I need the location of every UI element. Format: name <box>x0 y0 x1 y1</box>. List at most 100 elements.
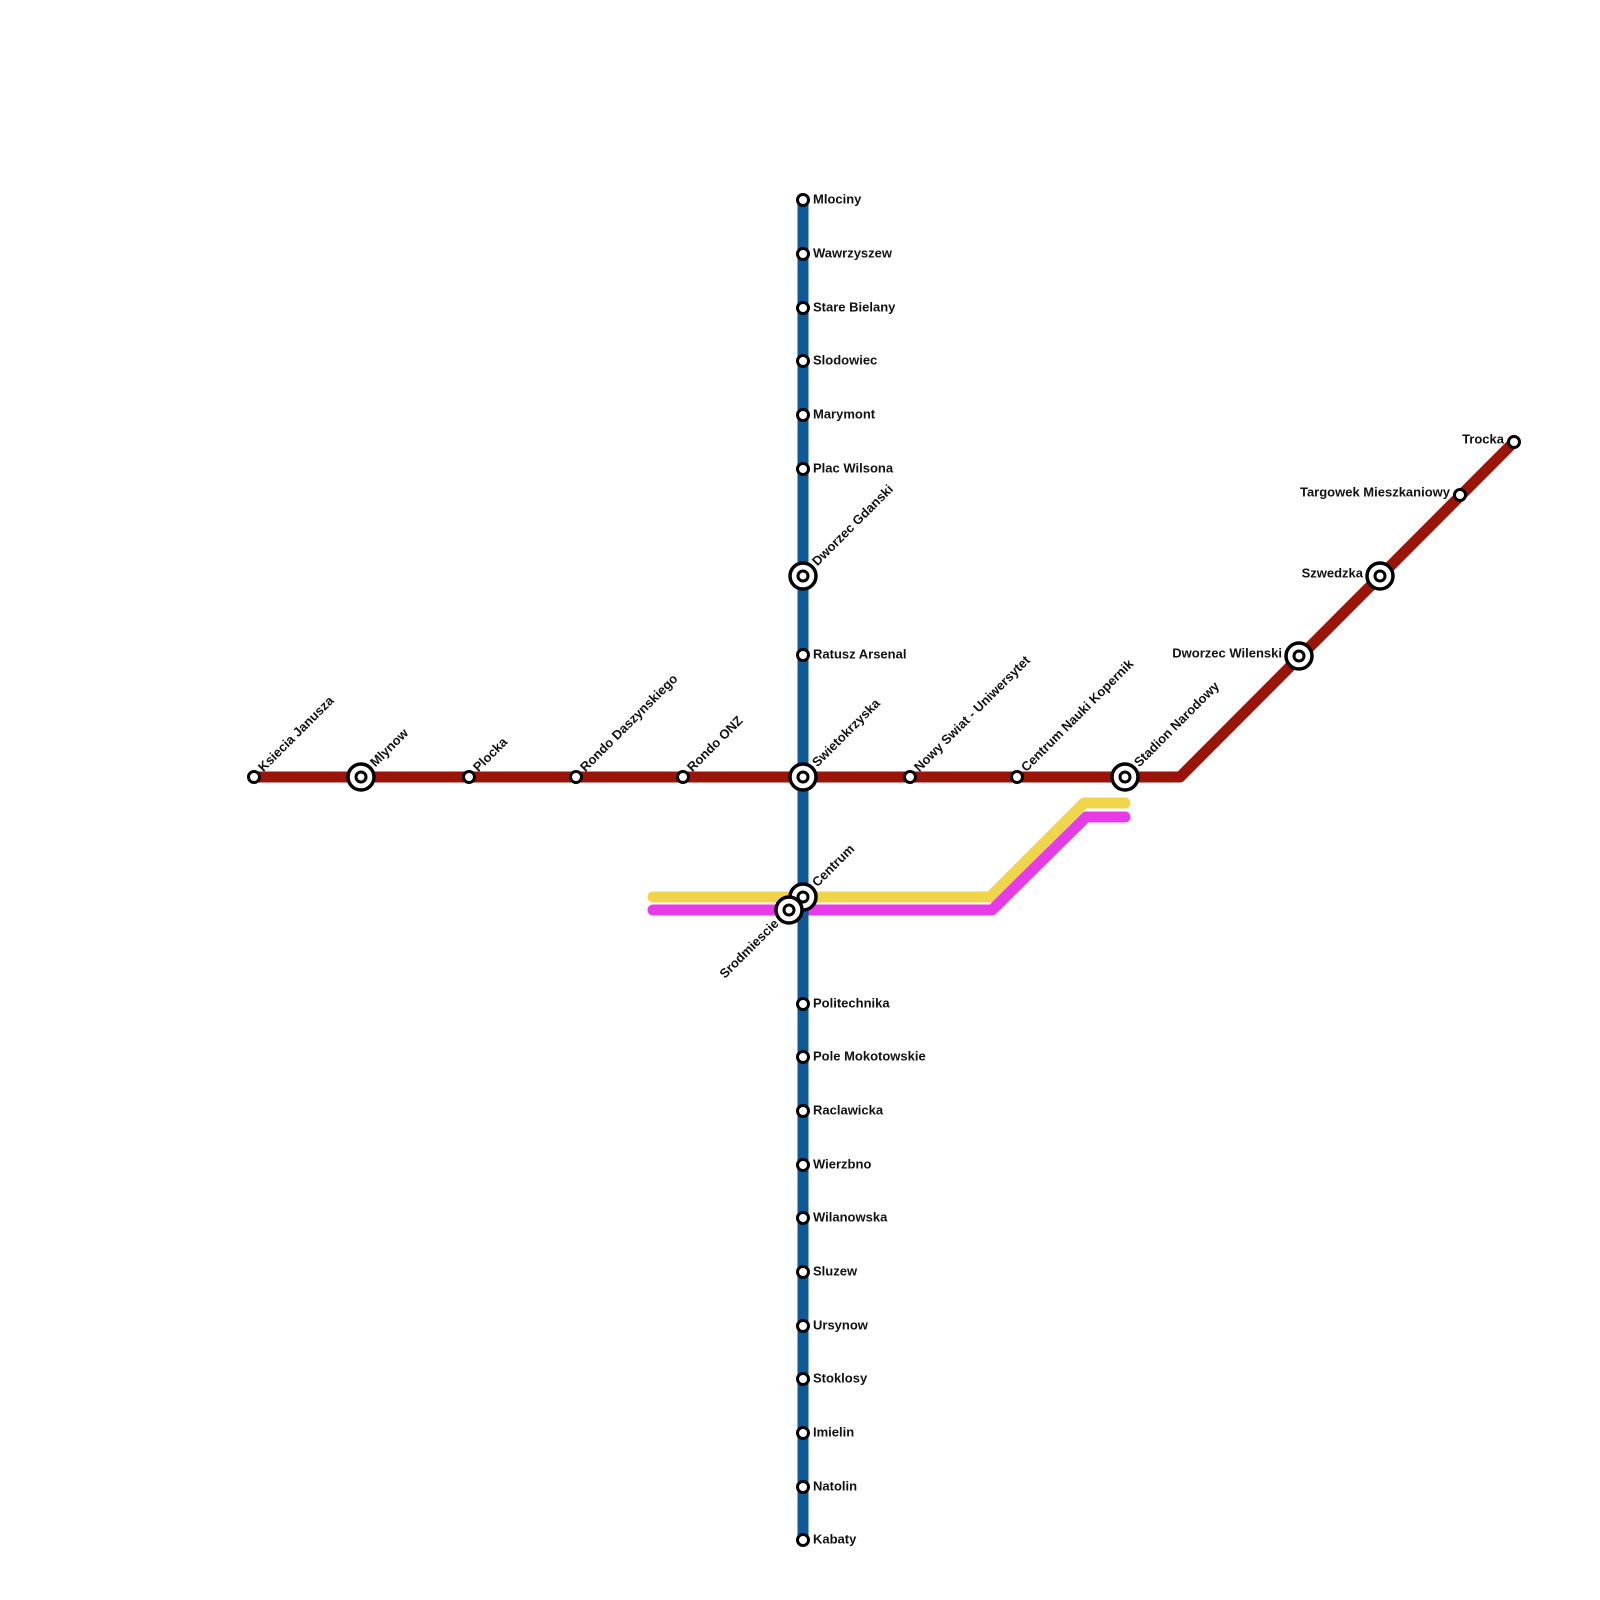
station-dot <box>796 648 810 662</box>
station-label: Srodmiescie <box>716 916 781 981</box>
station-dot <box>796 193 810 207</box>
yellow-line <box>647 797 1131 903</box>
interchange-dot <box>1373 569 1387 583</box>
station: Stare Bielany <box>796 299 896 315</box>
station: Mlociny <box>796 191 862 207</box>
station-label: Raclawicka <box>813 1102 884 1117</box>
station-dot <box>796 1426 810 1440</box>
interchange-dot <box>796 569 810 583</box>
interchange-dot <box>1292 649 1306 663</box>
station-label: Szwedzka <box>1302 565 1364 580</box>
station-label: Trocka <box>1462 431 1505 446</box>
station: Wilanowska <box>796 1209 888 1225</box>
station-label: Sluzew <box>813 1263 858 1278</box>
station-label: Centrum Nauki Kopernik <box>1018 656 1137 775</box>
station-label: Kabaty <box>813 1531 857 1546</box>
station-dot <box>796 462 810 476</box>
station: Stoklosy <box>796 1370 868 1386</box>
station-dot <box>796 1158 810 1172</box>
station-label: Marymont <box>813 406 876 421</box>
station-label: Mlynow <box>367 725 412 770</box>
station-dot <box>796 997 810 1011</box>
station: Wierzbno <box>796 1156 871 1172</box>
station: Targowek Mieszkaniowy <box>1300 484 1467 502</box>
station-label: Plocka <box>470 734 511 775</box>
station-label: Plac Wilsona <box>813 460 894 475</box>
station: Imielin <box>796 1424 854 1440</box>
station-dot <box>569 770 583 784</box>
station-dot <box>247 770 261 784</box>
station-dot <box>462 770 476 784</box>
station-dot <box>1010 770 1024 784</box>
station: Dworzec Wilenski <box>1172 641 1314 671</box>
interchange-dot <box>796 770 810 784</box>
station: Nowy Swiat - Uniwersytet <box>903 652 1033 784</box>
station-label: Wilanowska <box>813 1209 888 1224</box>
station: Wawrzyszew <box>796 245 893 261</box>
interchange-dot <box>796 890 810 904</box>
station: Raclawicka <box>796 1102 884 1118</box>
station-label: Stadion Narodowy <box>1131 678 1223 770</box>
station-label: Ursynow <box>813 1317 869 1332</box>
station: Ursynow <box>796 1317 869 1333</box>
station-label: Stoklosy <box>813 1370 868 1385</box>
station-label: Ksiecia Janusza <box>255 692 337 774</box>
interchange-dot <box>1118 770 1132 784</box>
station-dot <box>796 408 810 422</box>
station: Marymont <box>796 406 876 422</box>
station: Sluzew <box>796 1263 858 1279</box>
interchange-dot <box>782 903 796 917</box>
station: Pole Mokotowskie <box>796 1048 926 1064</box>
station-label: Targowek Mieszkaniowy <box>1300 484 1451 499</box>
station-dot <box>676 770 690 784</box>
station-dot <box>796 354 810 368</box>
station: Ksiecia Janusza <box>247 692 337 784</box>
station-label: Rondo Daszynskiego <box>577 671 681 775</box>
station: Rondo Daszynskiego <box>569 671 681 784</box>
station-dot <box>903 770 917 784</box>
station-label: Natolin <box>813 1478 857 1493</box>
station-dot <box>796 1480 810 1494</box>
station: Centrum Nauki Kopernik <box>1010 656 1137 784</box>
station-dot <box>796 301 810 315</box>
station-label: Pole Mokotowskie <box>813 1048 926 1063</box>
station-dot <box>796 1533 810 1547</box>
station-label: Nowy Swiat - Uniwersytet <box>911 652 1033 774</box>
station: Trocka <box>1462 431 1521 449</box>
station-label: Stare Bielany <box>813 299 896 314</box>
station-label: Imielin <box>813 1424 854 1439</box>
station-dot <box>796 1265 810 1279</box>
red-line <box>248 436 1520 783</box>
magenta-line <box>647 811 1131 916</box>
station-label: Dworzec Gdanski <box>809 481 896 568</box>
station-label: Slodowiec <box>813 352 877 367</box>
station-dot <box>796 1211 810 1225</box>
interchange-dot <box>354 770 368 784</box>
station-label: Mlociny <box>813 191 862 206</box>
station-label: Swietokrzyska <box>809 695 884 770</box>
station-label: Politechnika <box>813 995 890 1010</box>
station-dot <box>1453 488 1467 502</box>
station-label: Wawrzyszew <box>813 245 893 260</box>
station-label: Rondo ONZ <box>684 713 746 775</box>
station-dot <box>796 1372 810 1386</box>
station-label: Ratusz Arsenal <box>813 646 906 661</box>
stations: Mlociny Wawrzyszew Stare Bielany Slodowiec M… <box>247 191 1521 1547</box>
station-dot <box>796 1104 810 1118</box>
station-label: Centrum <box>809 841 857 889</box>
station-label: Dworzec Wilenski <box>1172 645 1282 660</box>
station-label: Wierzbno <box>813 1156 871 1171</box>
station: Szwedzka <box>1302 561 1395 591</box>
station: Slodowiec <box>796 352 877 368</box>
station: Politechnika <box>796 995 890 1011</box>
station-dot <box>796 1050 810 1064</box>
station-dot <box>796 247 810 261</box>
station: Natolin <box>796 1478 857 1494</box>
station-dot <box>796 1319 810 1333</box>
station: Kabaty <box>796 1531 857 1547</box>
station: Ratusz Arsenal <box>796 646 906 662</box>
station-dot <box>1507 435 1521 449</box>
station: Plac Wilsona <box>796 460 894 476</box>
